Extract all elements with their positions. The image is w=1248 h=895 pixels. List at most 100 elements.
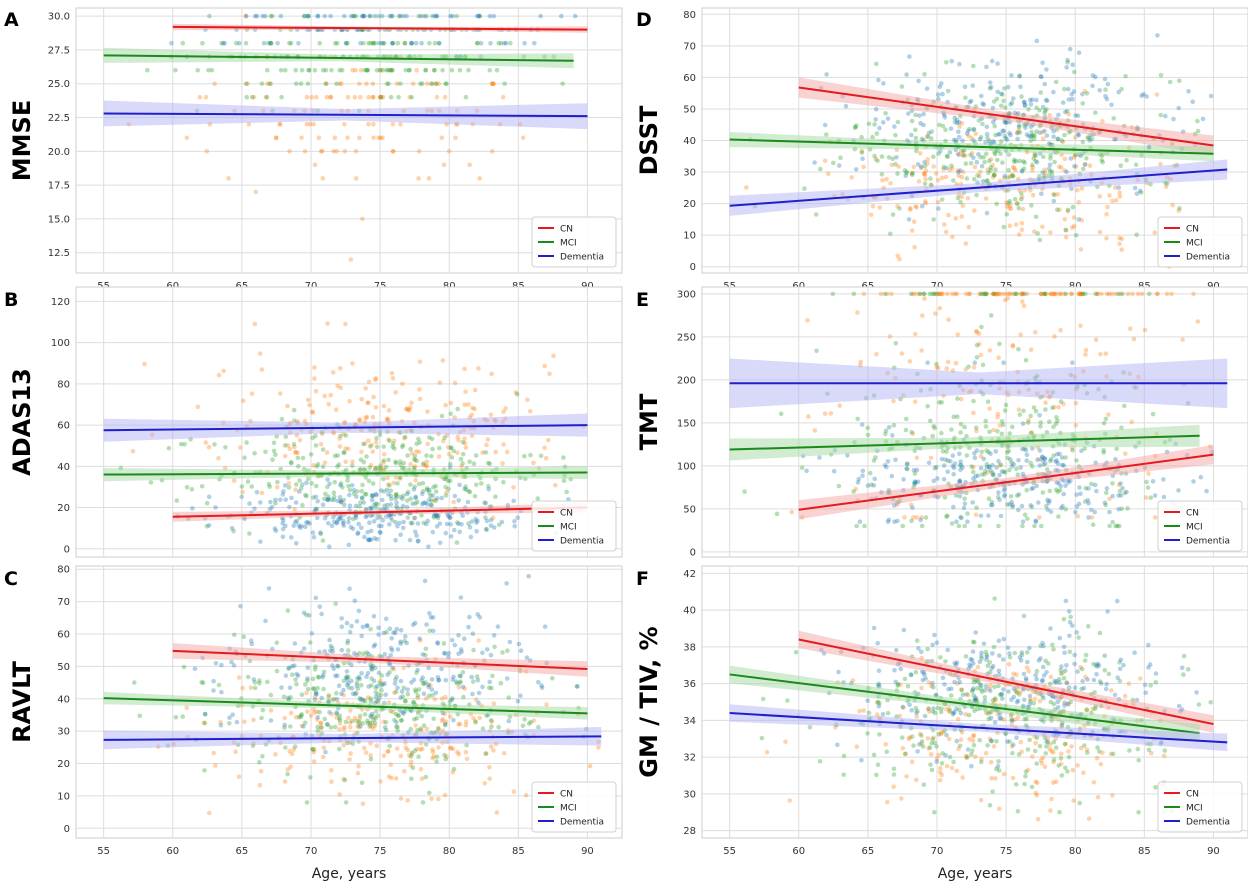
scatter-point-mci xyxy=(1028,138,1033,143)
scatter-point-mci xyxy=(345,478,350,483)
scatter-point-mci xyxy=(383,720,389,725)
scatter-point-dementia xyxy=(984,291,990,297)
scatter-point-mci xyxy=(382,40,387,46)
scatter-point-cn xyxy=(346,542,352,548)
scatter-point-dementia xyxy=(373,376,379,381)
scatter-point-mci xyxy=(982,159,987,165)
scatter-point-mci xyxy=(912,471,918,476)
scatter-point-mci xyxy=(1012,196,1018,202)
x-tick-label: 55 xyxy=(723,846,736,857)
scatter-point-dementia xyxy=(1117,235,1122,241)
scatter-point-mci xyxy=(375,713,381,719)
scatter-point-cn xyxy=(436,677,442,683)
scatter-point-mci xyxy=(963,95,968,101)
scatter-point-mci xyxy=(1063,506,1068,512)
scatter-point-mci xyxy=(1119,425,1124,431)
scatter-point-cn xyxy=(388,502,394,507)
scatter-point-dementia xyxy=(973,512,979,517)
scatter-point-dementia xyxy=(374,699,380,704)
scatter-point-dementia xyxy=(324,450,330,455)
scatter-point-mci xyxy=(987,429,992,435)
scatter-point-dementia xyxy=(489,81,495,86)
scatter-point-mci xyxy=(1122,490,1128,496)
scatter-point-dementia xyxy=(231,478,237,484)
scatter-point-mci xyxy=(1033,214,1039,220)
scatter-point-cn xyxy=(1104,681,1109,687)
scatter-point-dementia xyxy=(936,752,941,758)
scatter-point-mci xyxy=(374,465,380,471)
scatter-point-mci xyxy=(393,712,399,717)
scatter-point-cn xyxy=(516,641,522,647)
scatter-point-mci xyxy=(366,478,372,484)
scatter-point-mci xyxy=(443,756,449,762)
scatter-point-dementia xyxy=(789,509,795,515)
y-tick-label: 0 xyxy=(64,544,70,555)
scatter-point-cn xyxy=(373,491,379,497)
scatter-point-dementia xyxy=(369,442,375,448)
scatter-point-dementia xyxy=(501,751,507,756)
scatter-point-dementia xyxy=(366,438,371,443)
scatter-point-cn xyxy=(278,13,284,19)
scatter-point-mci xyxy=(925,404,930,409)
scatter-point-mci xyxy=(268,40,273,46)
scatter-point-cn xyxy=(885,519,891,524)
scatter-point-dementia xyxy=(359,449,364,455)
scatter-point-cn xyxy=(1093,662,1099,668)
scatter-point-cn xyxy=(407,537,413,543)
scatter-point-dementia xyxy=(1004,200,1009,205)
scatter-point-dementia xyxy=(1113,185,1118,190)
scatter-point-mci xyxy=(346,685,352,690)
scatter-point-cn xyxy=(1102,76,1108,82)
scatter-point-cn xyxy=(334,520,339,526)
scatter-point-dementia xyxy=(921,171,927,177)
scatter-point-cn xyxy=(915,749,920,754)
scatter-point-dementia xyxy=(402,768,407,774)
scatter-point-mci xyxy=(374,444,380,450)
scatter-point-dementia xyxy=(1058,327,1063,333)
scatter-point-mci xyxy=(1058,671,1064,677)
scatter-point-cn xyxy=(421,691,427,696)
scatter-point-cn xyxy=(1054,451,1060,457)
scatter-point-cn xyxy=(476,690,482,696)
scatter-point-cn xyxy=(206,494,212,500)
scatter-point-dementia xyxy=(919,165,924,171)
scatter-point-cn xyxy=(338,515,344,521)
scatter-point-dementia xyxy=(997,423,1003,428)
scatter-point-dementia xyxy=(1078,291,1083,297)
scatter-point-mci xyxy=(411,465,417,471)
scatter-point-mci xyxy=(295,455,301,461)
scatter-point-cn xyxy=(427,497,432,502)
scatter-point-dementia xyxy=(288,710,294,716)
scatter-point-mci xyxy=(379,688,384,693)
scatter-point-cn xyxy=(939,456,945,462)
scatter-point-mci xyxy=(902,168,908,173)
scatter-point-cn xyxy=(1027,693,1033,699)
scatter-point-cn xyxy=(1055,699,1061,705)
scatter-point-cn xyxy=(1003,120,1009,125)
scatter-point-dementia xyxy=(1019,227,1025,232)
scatter-point-mci xyxy=(373,709,379,714)
scatter-point-mci xyxy=(399,465,405,471)
scatter-point-cn xyxy=(1107,509,1112,515)
scatter-point-dementia xyxy=(432,696,438,702)
scatter-point-mci xyxy=(1144,479,1149,485)
scatter-point-cn xyxy=(1042,456,1047,461)
scatter-point-dementia xyxy=(945,291,950,297)
scatter-point-cn xyxy=(303,524,308,530)
scatter-point-mci xyxy=(1080,139,1086,145)
scatter-point-dementia xyxy=(917,150,923,156)
scatter-point-mci xyxy=(1043,658,1048,664)
scatter-point-dementia xyxy=(282,453,288,459)
scatter-point-mci xyxy=(395,713,401,718)
scatter-point-cn xyxy=(1047,162,1053,167)
scatter-point-mci xyxy=(1044,744,1049,749)
scatter-point-mci xyxy=(1021,159,1026,164)
scatter-point-dementia xyxy=(338,366,343,371)
scatter-point-cn xyxy=(1146,665,1151,670)
scatter-point-mci xyxy=(333,40,338,46)
scatter-point-cn xyxy=(925,360,930,366)
scatter-point-mci xyxy=(1099,158,1104,163)
scatter-point-cn xyxy=(966,128,971,134)
scatter-point-cn xyxy=(266,586,272,591)
scatter-point-mci xyxy=(1048,156,1053,161)
